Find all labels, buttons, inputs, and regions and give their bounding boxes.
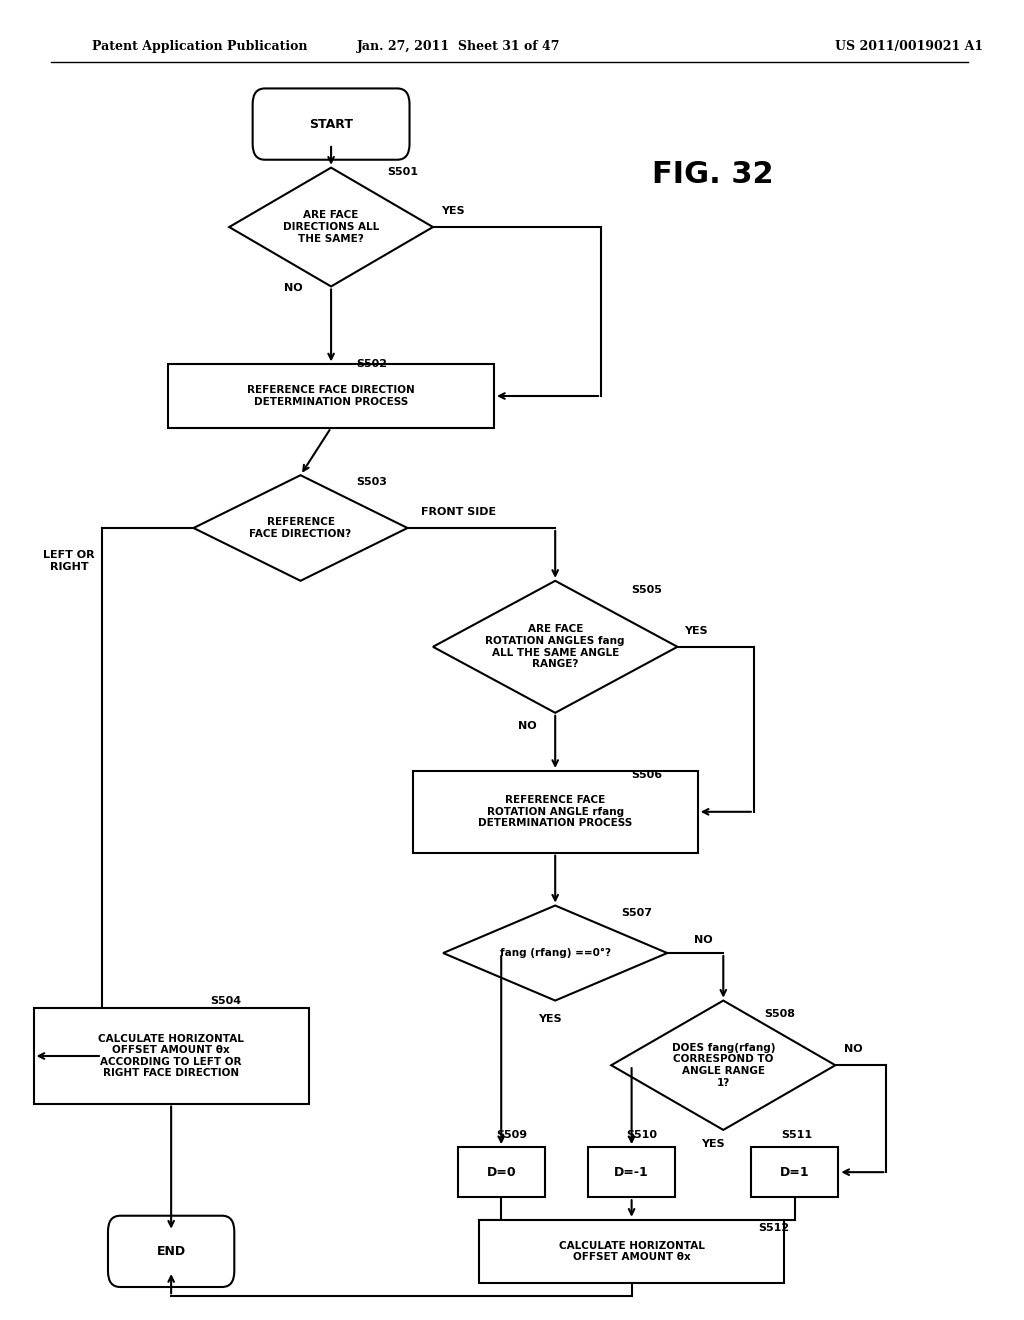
Text: S502: S502 bbox=[356, 359, 387, 370]
Text: YES: YES bbox=[441, 206, 465, 216]
Text: START: START bbox=[309, 117, 353, 131]
Text: fang (rfang) ==0°?: fang (rfang) ==0°? bbox=[500, 948, 610, 958]
Text: CALCULATE HORIZONTAL
OFFSET AMOUNT θx
ACCORDING TO LEFT OR
RIGHT FACE DIRECTION: CALCULATE HORIZONTAL OFFSET AMOUNT θx AC… bbox=[98, 1034, 244, 1078]
Polygon shape bbox=[611, 1001, 836, 1130]
Text: Jan. 27, 2011  Sheet 31 of 47: Jan. 27, 2011 Sheet 31 of 47 bbox=[356, 40, 560, 53]
Text: S505: S505 bbox=[632, 585, 663, 595]
Polygon shape bbox=[194, 475, 408, 581]
Text: YES: YES bbox=[539, 1014, 562, 1024]
FancyBboxPatch shape bbox=[168, 364, 495, 428]
FancyBboxPatch shape bbox=[458, 1147, 545, 1197]
Text: S504: S504 bbox=[211, 995, 242, 1006]
Text: S501: S501 bbox=[387, 166, 418, 177]
Text: CALCULATE HORIZONTAL
OFFSET AMOUNT θx: CALCULATE HORIZONTAL OFFSET AMOUNT θx bbox=[559, 1241, 705, 1262]
Text: D=-1: D=-1 bbox=[614, 1166, 649, 1179]
Text: DOES fang(rfang)
CORRESPOND TO
ANGLE RANGE
1?: DOES fang(rfang) CORRESPOND TO ANGLE RAN… bbox=[672, 1043, 775, 1088]
FancyBboxPatch shape bbox=[253, 88, 410, 160]
Text: REFERENCE FACE DIRECTION
DETERMINATION PROCESS: REFERENCE FACE DIRECTION DETERMINATION P… bbox=[247, 385, 415, 407]
Text: S510: S510 bbox=[627, 1130, 657, 1140]
Text: FIG. 32: FIG. 32 bbox=[652, 160, 774, 189]
Text: S512: S512 bbox=[759, 1222, 790, 1233]
Text: S506: S506 bbox=[632, 770, 663, 780]
Text: US 2011/0019021 A1: US 2011/0019021 A1 bbox=[836, 40, 983, 53]
Text: ARE FACE
ROTATION ANGLES fang
ALL THE SAME ANGLE
RANGE?: ARE FACE ROTATION ANGLES fang ALL THE SA… bbox=[485, 624, 625, 669]
Polygon shape bbox=[229, 168, 433, 286]
Text: YES: YES bbox=[684, 626, 708, 636]
Text: S509: S509 bbox=[496, 1130, 527, 1140]
Text: D=0: D=0 bbox=[486, 1166, 516, 1179]
Text: END: END bbox=[157, 1245, 185, 1258]
Text: LEFT OR
RIGHT: LEFT OR RIGHT bbox=[43, 550, 95, 572]
Text: REFERENCE FACE
ROTATION ANGLE rfang
DETERMINATION PROCESS: REFERENCE FACE ROTATION ANGLE rfang DETE… bbox=[478, 795, 633, 829]
Text: NO: NO bbox=[693, 935, 713, 945]
Text: S508: S508 bbox=[764, 1008, 795, 1019]
Text: NO: NO bbox=[518, 721, 537, 731]
Polygon shape bbox=[433, 581, 678, 713]
FancyBboxPatch shape bbox=[479, 1220, 784, 1283]
FancyBboxPatch shape bbox=[752, 1147, 838, 1197]
Text: D=1: D=1 bbox=[780, 1166, 809, 1179]
Text: ARE FACE
DIRECTIONS ALL
THE SAME?: ARE FACE DIRECTIONS ALL THE SAME? bbox=[283, 210, 379, 244]
FancyBboxPatch shape bbox=[34, 1008, 308, 1104]
FancyBboxPatch shape bbox=[413, 771, 697, 853]
Text: FRONT SIDE: FRONT SIDE bbox=[421, 507, 496, 517]
Polygon shape bbox=[443, 906, 668, 1001]
Text: REFERENCE
FACE DIRECTION?: REFERENCE FACE DIRECTION? bbox=[250, 517, 351, 539]
FancyBboxPatch shape bbox=[108, 1216, 234, 1287]
Text: NO: NO bbox=[284, 282, 303, 293]
Text: S507: S507 bbox=[622, 908, 652, 919]
FancyBboxPatch shape bbox=[589, 1147, 675, 1197]
Text: NO: NO bbox=[845, 1044, 863, 1055]
Text: YES: YES bbox=[701, 1139, 725, 1150]
Text: S511: S511 bbox=[781, 1130, 812, 1140]
Text: Patent Application Publication: Patent Application Publication bbox=[92, 40, 307, 53]
Text: S503: S503 bbox=[356, 477, 387, 487]
